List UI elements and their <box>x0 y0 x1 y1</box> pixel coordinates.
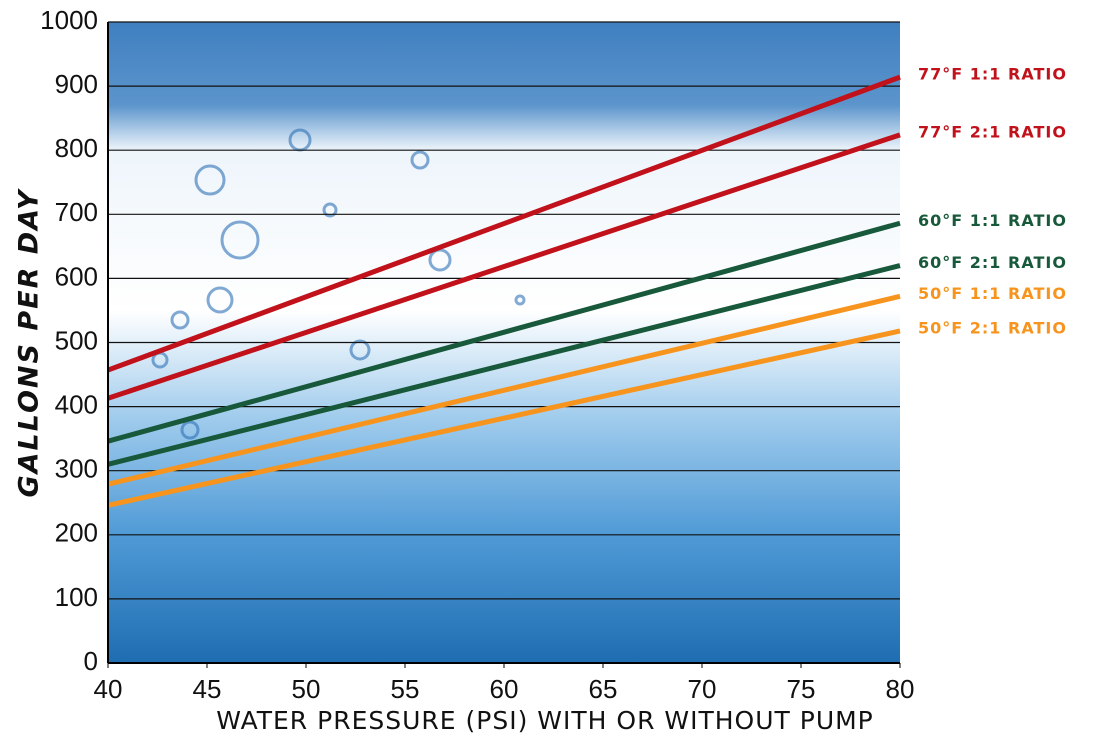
x-tick-label: 70 <box>688 674 717 704</box>
x-tick-label: 65 <box>589 674 618 704</box>
page: WATER PRESSURE (PSI) WITH OR WITHOUT PUM… <box>0 0 1099 751</box>
y-tick-label: 300 <box>55 454 98 484</box>
x-tick-label: 45 <box>193 674 222 704</box>
legend-label: 60°F 1:1 RATIO <box>918 211 1067 230</box>
x-tick-label: 40 <box>94 674 123 704</box>
y-axis-label: GALLONS PER DAY <box>14 188 45 498</box>
legend-label: 77°F 1:1 RATIO <box>918 65 1067 84</box>
y-tick-label: 1000 <box>40 5 98 35</box>
y-tick-label: 100 <box>55 582 98 612</box>
legend-label: 60°F 2:1 RATIO <box>918 253 1067 272</box>
chart: WATER PRESSURE (PSI) WITH OR WITHOUT PUM… <box>0 0 1099 751</box>
y-tick-label: 700 <box>55 197 98 227</box>
x-axis-label: WATER PRESSURE (PSI) WITH OR WITHOUT PUM… <box>216 706 874 735</box>
y-tick-label: 500 <box>55 325 98 355</box>
x-tick-label: 50 <box>292 674 321 704</box>
legend-label: 50°F 2:1 RATIO <box>918 318 1067 337</box>
y-tick-label: 400 <box>55 389 98 419</box>
y-tick-label: 900 <box>55 69 98 99</box>
y-tick-label: 600 <box>55 261 98 291</box>
x-tick-label: 55 <box>391 674 420 704</box>
y-tick-label: 200 <box>55 518 98 548</box>
y-tick-label: 0 <box>84 646 98 676</box>
legend-label: 77°F 2:1 RATIO <box>918 122 1067 141</box>
x-tick-label: 75 <box>787 674 816 704</box>
x-tick-label: 80 <box>886 674 915 704</box>
x-tick-label: 60 <box>490 674 519 704</box>
y-tick-label: 800 <box>55 133 98 163</box>
legend-label: 50°F 1:1 RATIO <box>918 284 1067 303</box>
